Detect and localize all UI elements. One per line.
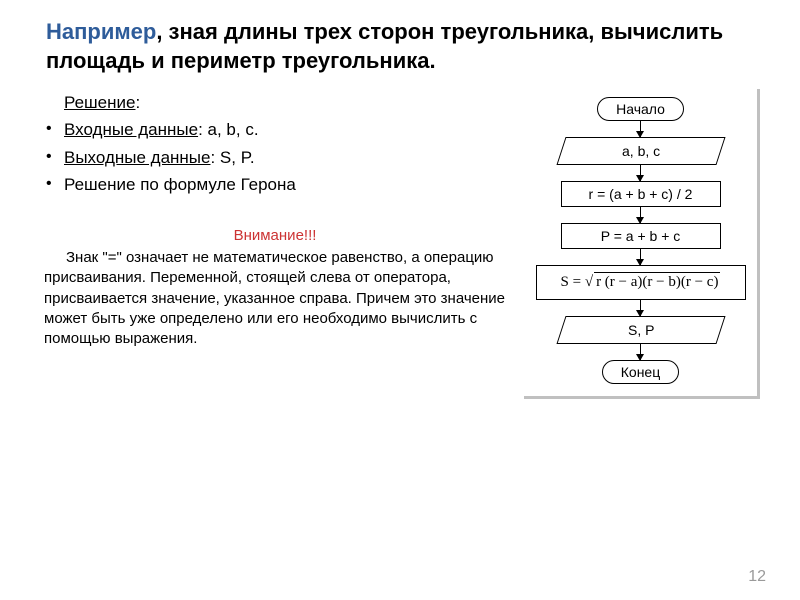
- bullet-output: Выходные данные: S, P.: [44, 144, 506, 171]
- bullet-input: Входные данные: a, b, c.: [44, 116, 506, 143]
- fc-arrow: [640, 121, 642, 137]
- fc-arrow: [640, 165, 642, 181]
- fc-end: Конец: [602, 360, 679, 384]
- attention-block: Внимание!!! Знак "=" означает не математ…: [44, 226, 506, 350]
- page-number: 12: [748, 568, 766, 586]
- title-highlight: Например: [46, 19, 156, 44]
- slide-title: Например, зная длины трех сторон треугол…: [40, 18, 760, 75]
- bullet-solution: Решение:: [44, 89, 506, 116]
- attention-title: Внимание!!!: [44, 226, 506, 246]
- fc-output: S, P: [556, 316, 725, 344]
- fc-start: Начало: [597, 97, 684, 121]
- bullet-method: Решение по формуле Герона: [44, 171, 506, 198]
- fc-arrow: [640, 300, 642, 316]
- attention-body: Знак "=" означает не математическое раве…: [44, 248, 506, 349]
- flowchart: Начало a, b, c r = (a + b + c) / 2 P = a…: [524, 89, 760, 399]
- fc-arrow: [640, 344, 642, 360]
- fc-input: a, b, c: [556, 137, 725, 165]
- fc-step-s: S = √r (r − a)(r − b)(r − c): [536, 265, 746, 300]
- fc-step-p: P = a + b + c: [561, 223, 721, 249]
- fc-step-r: r = (a + b + c) / 2: [561, 181, 721, 207]
- fc-arrow: [640, 249, 642, 265]
- fc-arrow: [640, 207, 642, 223]
- bullet-list: Решение: Входные данные: a, b, c. Выходн…: [44, 89, 506, 198]
